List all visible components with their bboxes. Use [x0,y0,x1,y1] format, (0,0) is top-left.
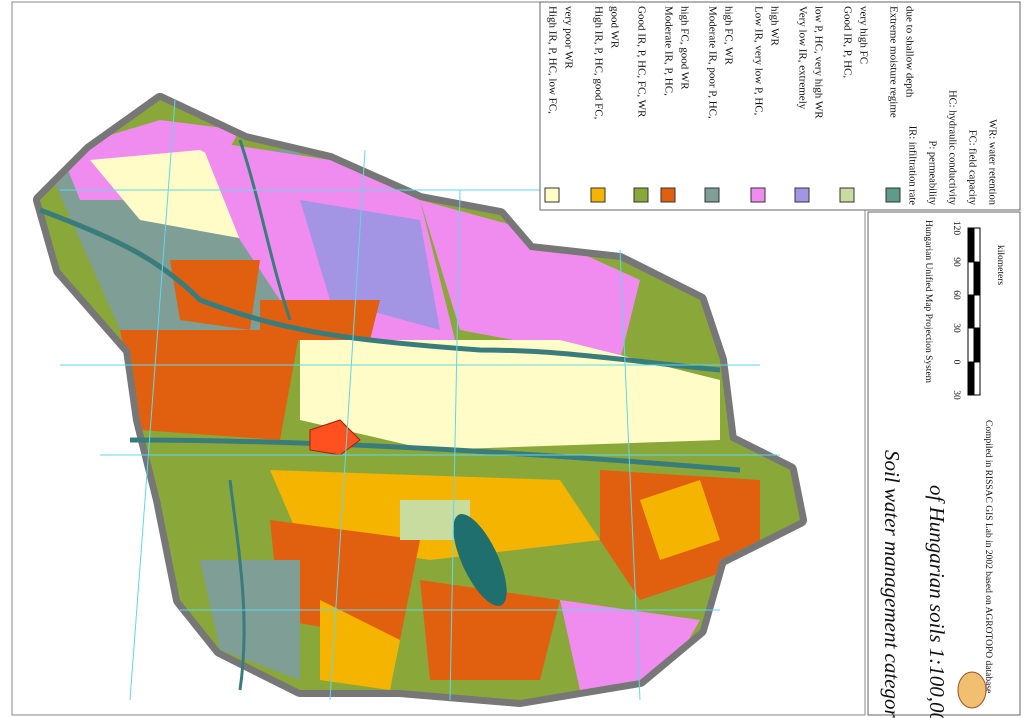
legend-label: very poor WR [562,6,574,69]
scale-tick-label: 30 [951,323,961,333]
scale-tick-label: 120 [951,221,961,236]
legend-label: high FC, good WR [678,6,690,90]
scale-segment [973,227,981,263]
abbreviation: FC: field capacity [967,130,978,206]
legend-label: Low IR, very low P, HC, [752,6,764,116]
projection: Hungarian Unified Map Projection System [923,220,934,384]
legend-label: Good IR, P, HC, FC, WR [635,6,647,118]
scale-segment [973,327,981,363]
legend-label: Extreme moisture regime [887,6,899,118]
map [33,93,807,707]
scale-tick-label: 0 [951,360,961,365]
legend-label: High IR, P, HC, good FC, [592,6,604,120]
legend-label: Moderate IR, poor P, HC, [706,6,718,119]
legend-label: good WR [608,6,620,49]
legend-box [539,1,1021,211]
legend-swatch [660,187,676,203]
legend-swatch [633,187,649,203]
scale-segment [973,361,981,396]
scale-unit: kilometers [995,245,1005,285]
legend-swatch [544,187,560,203]
legend-swatch [590,187,606,203]
legend-swatch [839,187,855,203]
title-box [867,211,1021,716]
legend-swatch [704,187,720,203]
title: Soil water management categories [880,450,904,718]
title: of Hungarian soils 1:100,000 [925,485,949,718]
abbreviation: P: permeability [927,141,938,206]
scale-segment [967,294,975,329]
legend-label: very high FC [857,6,869,64]
scale-segment [973,261,981,296]
legend-label: Very low IR, extremely [796,6,808,110]
legend-swatch [794,187,810,203]
legend-label: High IR, P, HC, low FC, [546,6,558,114]
scale-segment [967,261,975,296]
legend-swatch [885,187,901,203]
legend-label: high WR [768,6,780,46]
legend-label: high FC, WR [722,6,734,65]
scale-segment [967,361,975,396]
scale-bar [967,227,981,396]
scale-segment [967,327,975,363]
scale-segment [973,294,981,329]
legend-label: Good IR, P, HC, [841,6,853,78]
abbreviation: IR: infiltration rate [907,126,918,206]
logo [957,671,987,709]
legend-label: Moderate IR, P, HC, [662,6,674,96]
legend-label: due to shallow depth [903,6,915,98]
legend-label: low P, HC, very high WR [812,6,824,119]
scale-tick-label: 90 [951,257,961,267]
scale-segment [967,227,975,263]
abbreviation: HC: hydraulic conductivity [947,90,958,206]
scale-tick-label: 60 [951,290,961,300]
legend-swatch [750,187,766,203]
abbreviation: WR: water retention [987,119,998,205]
scale-tick-label: 30 [951,390,961,400]
credit: Compiled in RISSAC GIS Lab in 2002 based… [983,420,993,693]
